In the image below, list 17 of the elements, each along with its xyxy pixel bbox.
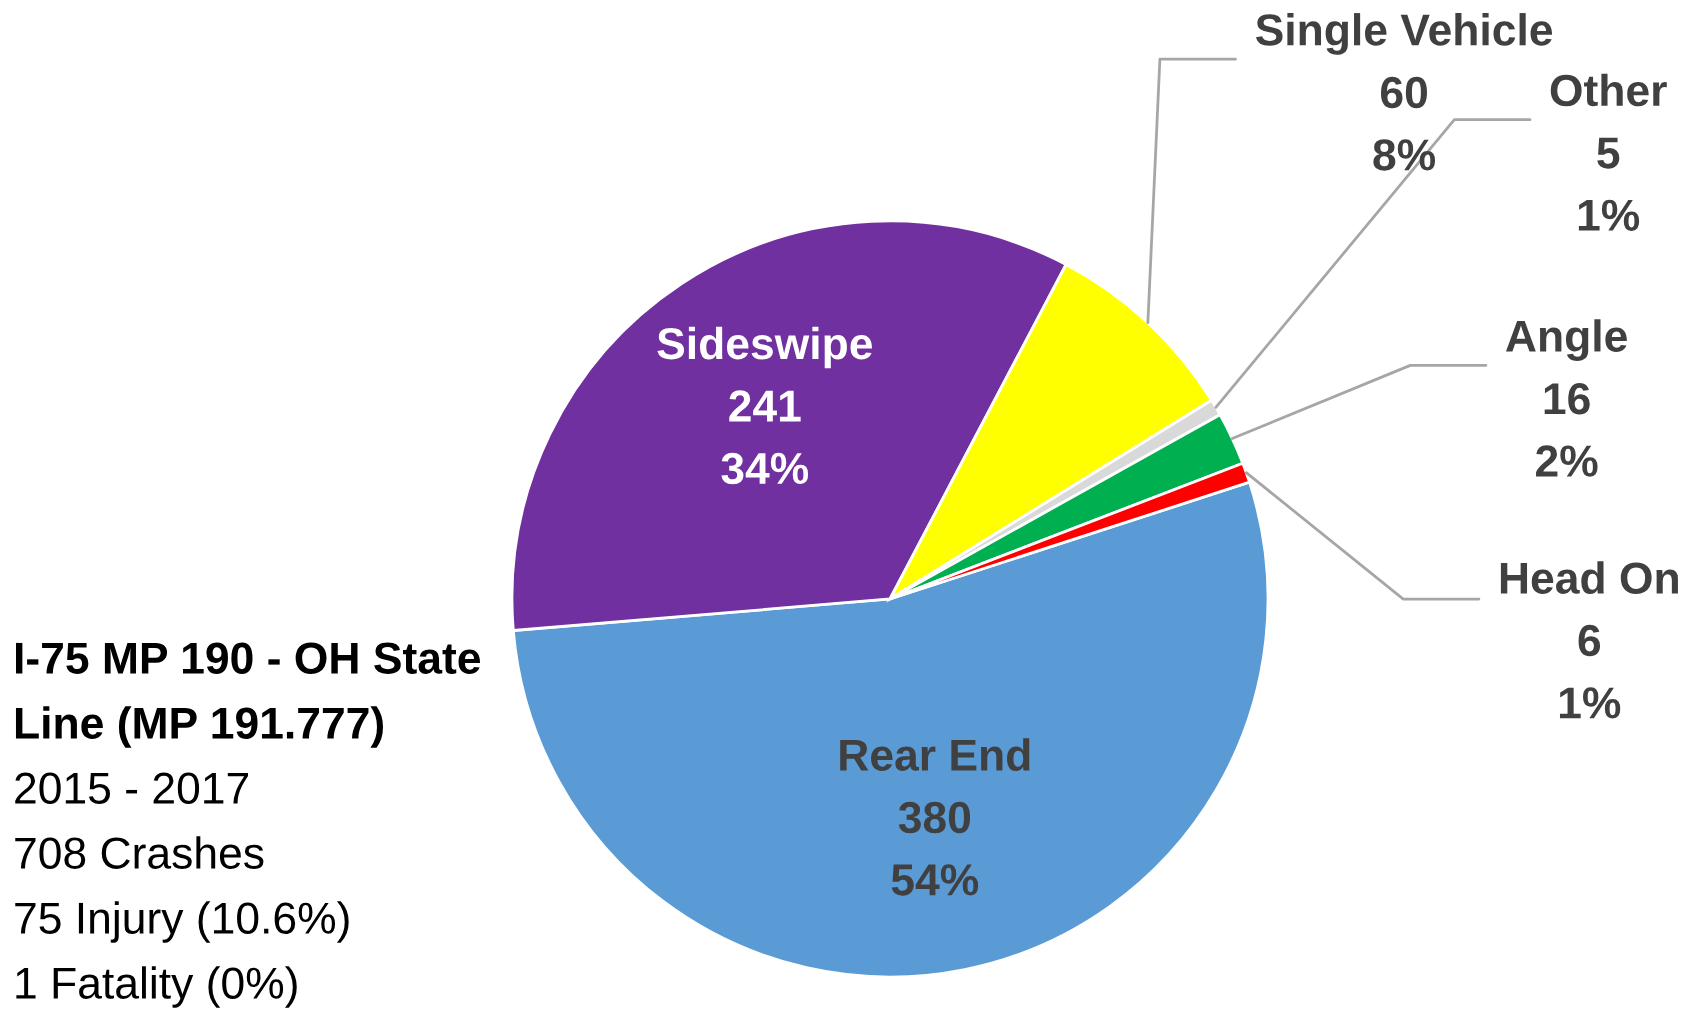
slice-label: Head On	[1500, 561, 1678, 594]
slice-label: Angle	[1506, 319, 1627, 361]
text: 1 Fatality (0%)	[16, 966, 297, 1008]
slice-label: Single Vehicle	[1255, 13, 1553, 55]
text: I-75 MP 190 - OH State Line (MP 191.777)	[15, 642, 480, 748]
data-label: 241 34%	[721, 390, 809, 485]
text: 75 Injury (10.6%)	[15, 901, 349, 943]
data-label: 380 54%	[891, 801, 979, 896]
data-label: 6 1%	[1559, 624, 1621, 719]
data-label: 5 1%	[1578, 137, 1640, 231]
data-label: 16 2%	[1536, 383, 1598, 477]
data-label: 60 8%	[1373, 76, 1436, 171]
text: 2015 - 2017	[15, 772, 249, 804]
slice-label: Other	[1550, 73, 1667, 107]
slice-label: Rear End	[840, 738, 1030, 771]
slice-label: Sideswipe	[657, 326, 872, 369]
text: 708 Crashes	[15, 836, 264, 869]
